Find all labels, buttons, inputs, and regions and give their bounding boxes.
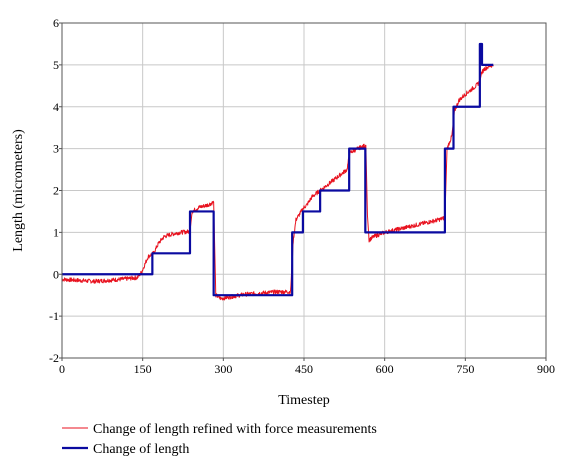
legend-label-length: Change of length [93, 442, 189, 457]
x-tick-label: 0 [59, 362, 65, 376]
x-axis-title: Timestep [278, 393, 330, 408]
y-axis-title: Length (micrometers) [11, 129, 26, 252]
legend: Change of length refined with force meas… [62, 422, 377, 457]
series-line-0 [61, 63, 494, 301]
x-tick-label: 750 [456, 362, 474, 376]
y-tick-label: 2 [53, 184, 59, 198]
x-tick-label: 600 [376, 362, 394, 376]
x-tick-label: 900 [537, 362, 555, 376]
x-tick-label: 450 [295, 362, 313, 376]
y-tick-label: -1 [49, 309, 59, 323]
x-tick-label: 150 [134, 362, 152, 376]
y-tick-label: 0 [53, 267, 59, 281]
y-tick-label: 4 [53, 100, 59, 114]
legend-label-refined: Change of length refined with force meas… [93, 422, 377, 437]
series-line-1 [62, 42, 494, 297]
y-tick-label: 1 [53, 225, 59, 239]
tick-labels: 0 150 300 450 600 750 900 -2 -1 0 1 2 3 4 5 6 [49, 16, 555, 376]
series-layer [61, 42, 494, 301]
y-tick-label: 3 [53, 142, 59, 156]
y-tick-label: 5 [53, 58, 59, 72]
y-tick-label: -2 [49, 351, 59, 365]
y-tick-label: 6 [53, 16, 59, 30]
grid [62, 23, 546, 358]
x-tick-label: 300 [214, 362, 232, 376]
